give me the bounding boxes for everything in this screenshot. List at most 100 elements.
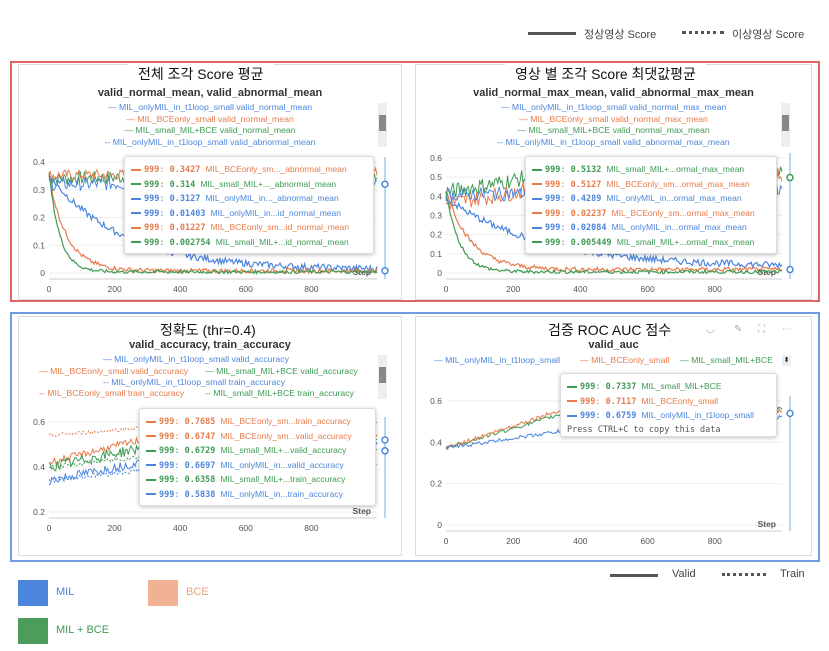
step-label: Step <box>758 267 776 277</box>
solid-line-key <box>610 574 658 577</box>
hover-point <box>381 180 389 188</box>
legend-item[interactable]: -- MIL_onlyMIL_in_t1loop_small valid_abn… <box>497 136 730 147</box>
y-tick-label: 0.3 <box>430 211 442 221</box>
more-icon[interactable]: ⋯ <box>782 324 792 335</box>
legend-item[interactable]: — MIL_onlyMIL_in_t1loop_small valid_norm… <box>107 102 313 112</box>
tooltip-row: 999: 0.4289 MIL_onlyMIL_in...ormal_max_m… <box>532 191 770 206</box>
legend-item[interactable]: — MIL_small_MIL+BCE valid_accuracy <box>205 366 358 376</box>
tooltip-row: 999: 0.7337 MIL_small_MIL+BCE <box>567 379 770 394</box>
y-tick-label: 0 <box>437 520 442 530</box>
x-tick-label: 200 <box>506 284 520 294</box>
hover-point <box>381 267 389 275</box>
mil-bce-swatch <box>18 618 48 644</box>
hover-tooltip: 999: 0.5132 MIL_small_MIL+...ormal_max_m… <box>525 156 777 254</box>
section-title: 검증 ROC AUC 점수 <box>538 320 682 340</box>
dotted-line-key <box>682 31 724 34</box>
hover-point <box>786 173 794 182</box>
legend-item[interactable]: — MIL_small_MIL+BCE <box>680 355 773 365</box>
y-tick-label: 0.2 <box>33 213 45 223</box>
chart-legend: — MIL_onlyMIL_in_t1loop_small valid_norm… <box>416 102 811 148</box>
y-tick-label: 0.4 <box>33 157 45 167</box>
section-title: 영상 별 조각 Score 최댓값평균 <box>505 64 706 84</box>
tooltip-row: 999: 0.5838 MIL_onlyMIL_in...train_accur… <box>146 487 369 502</box>
legend-item[interactable]: -- MIL_onlyMIL_in_t1loop_small valid_abn… <box>104 136 316 147</box>
normal-score-label: 정상영상 Score <box>584 29 657 41</box>
tooltip-row: 999: 0.6697 MIL_onlyMIL_in...valid_accur… <box>146 458 369 473</box>
y-tick-label: 0.6 <box>33 417 45 427</box>
legend-scroll-arrows[interactable]: ⬍ <box>782 355 791 366</box>
card-title: valid_normal_mean, valid_abnormal_mean <box>97 87 323 99</box>
x-tick-label: 0 <box>444 284 449 294</box>
x-tick-label: 400 <box>573 536 587 546</box>
tooltip-row: 999: 0.7685 MIL_BCEonly_sm...train_accur… <box>146 414 369 429</box>
y-tick-label: 0.4 <box>33 462 45 472</box>
legend-item[interactable]: -- MIL_small_MIL+BCE train_accuracy <box>205 388 354 398</box>
valid-label: Valid <box>672 568 696 580</box>
hover-tooltip: 999: 0.3427 MIL_BCEonly_sm..._abnormal_m… <box>124 156 374 254</box>
y-tick-label: 0.6 <box>430 153 442 163</box>
legend-item[interactable]: -- MIL_onlyMIL_in_t1loop_small train_acc… <box>103 377 286 387</box>
tooltip-row: 999: 0.01403 MIL_onlyMIL_in...id_normal_… <box>131 206 367 221</box>
score-panels-frame <box>10 61 820 302</box>
step-label: Step <box>353 506 371 516</box>
hover-point <box>381 447 389 455</box>
y-tick-label: 0.4 <box>430 191 442 201</box>
y-tick-label: 0 <box>40 268 45 278</box>
legend-item[interactable]: — MIL_BCEonly_small <box>580 355 670 365</box>
solid-line-key <box>528 32 576 35</box>
bce-label: BCE <box>186 586 209 598</box>
accuracy-panels-frame <box>10 312 820 562</box>
x-tick-label: 400 <box>573 284 587 294</box>
tooltip-row: 999: 0.02237 MIL_BCEonly_sm...ormal_max_… <box>532 206 770 221</box>
y-tick-label: 0.6 <box>430 396 442 406</box>
tooltip-row: 999: 0.5132 MIL_small_MIL+...ormal_max_m… <box>532 162 770 177</box>
x-tick-label: 200 <box>108 284 122 294</box>
hover-tooltip: 999: 0.7337 MIL_small_MIL+BCE 999: 0.7117… <box>560 373 777 437</box>
x-tick-label: 0 <box>47 523 52 533</box>
legend-item[interactable]: — MIL_BCEonly_small valid_normal_max_mea… <box>519 113 708 124</box>
x-tick-label: 600 <box>239 284 253 294</box>
tooltip-row: 999: 0.002754 MIL_small_MIL+...id_normal… <box>131 235 367 250</box>
series-line <box>48 172 378 275</box>
legend-item[interactable]: — MIL_BCEonly_small valid_accuracy <box>39 366 189 376</box>
x-tick-label: 0 <box>47 284 52 294</box>
legend-scrollbar[interactable] <box>378 355 387 399</box>
legend-item[interactable]: — MIL_onlyMIL_in_t1loop_small <box>434 355 561 365</box>
legend-item[interactable]: — MIL_small_MIL+BCE valid_normal_max_mea… <box>517 125 710 135</box>
bottom-legend: Valid Train <box>610 568 820 584</box>
mil-label: MIL <box>56 586 75 598</box>
section-title: 전체 조각 Score 평균 <box>128 64 274 84</box>
step-label: Step <box>758 519 776 529</box>
x-tick-label: 200 <box>108 523 122 533</box>
select-icon[interactable]: ◡ <box>706 324 715 335</box>
hover-point <box>786 409 794 418</box>
tooltip-row: 999: 0.6747 MIL_BCEonly_sm...valid_accur… <box>146 429 369 444</box>
legend-scrollbar[interactable] <box>781 103 790 147</box>
x-tick-label: 600 <box>239 523 253 533</box>
y-tick-label: 0.2 <box>430 230 442 240</box>
legend-item[interactable]: -- MIL_BCEonly_small train_accuracy <box>39 388 185 398</box>
legend-item[interactable]: — MIL_small_MIL+BCE valid_normal_mean <box>124 125 296 135</box>
tooltip-row: 999: 0.6759 MIL_onlyMIL_in_t1loop_small <box>567 408 770 423</box>
top-legend: 정상영상 Score 이상영상 Score <box>528 25 818 41</box>
x-tick-label: 400 <box>173 523 187 533</box>
dotted-line-key <box>722 573 766 576</box>
y-tick-label: 0.2 <box>33 507 45 517</box>
x-tick-label: 800 <box>304 523 318 533</box>
series-line <box>445 191 783 275</box>
fullscreen-icon[interactable]: ⛶ <box>758 324 765 335</box>
series-line <box>445 190 783 274</box>
tooltip-row: 999: 0.02084 MIL_onlyMIL_in...ormal_max_… <box>532 220 770 235</box>
legend-scrollbar[interactable] <box>378 103 387 147</box>
x-tick-label: 600 <box>641 284 655 294</box>
bce-swatch <box>148 580 178 606</box>
legend-item[interactable]: — MIL_onlyMIL_in_t1loop_small valid_norm… <box>500 102 727 112</box>
legend-item[interactable]: — MIL_onlyMIL_in_t1loop_small valid_accu… <box>103 354 289 364</box>
hover-point <box>381 436 389 444</box>
mil-bce-label: MIL + BCE <box>56 624 110 636</box>
copy-hint: Press CTRL+C to copy this data <box>567 424 721 435</box>
edit-icon[interactable]: ✎ <box>734 324 743 335</box>
tooltip-row: 999: 0.314 MIL_small_MIL+..._abnormal_me… <box>131 177 367 192</box>
tooltip-row: 999: 0.005449 MIL_small_MIL+...ormal_max… <box>532 235 770 250</box>
legend-item[interactable]: — MIL_BCEonly_small valid_normal_mean <box>126 113 294 124</box>
